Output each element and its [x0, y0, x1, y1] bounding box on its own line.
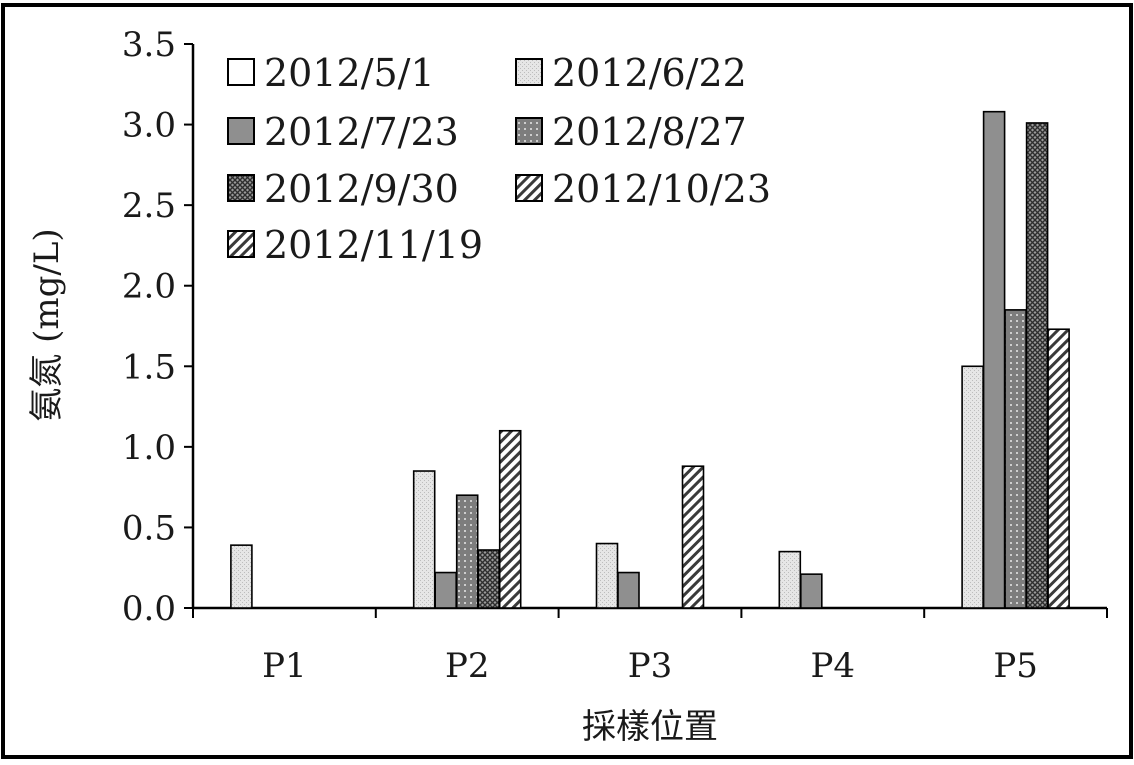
bar-p3-2012-11-19: [681, 465, 705, 609]
y-axis-title: 氨氮 (mg/L): [27, 228, 67, 421]
bar-p3-2012-6-22: [595, 542, 619, 609]
legend-label: 2012/9/30: [264, 167, 459, 211]
bar-p5-2012-7-23: [982, 110, 1006, 609]
bar-p2-2012-9-30: [477, 549, 501, 609]
legend-swatch: [515, 174, 543, 202]
bar-p2-2012-11-19: [498, 429, 522, 609]
x-tick-label: P5: [993, 646, 1038, 686]
y-tick-label: 1.5: [122, 347, 176, 387]
bar-p5-2012-11-19: [1047, 328, 1070, 609]
y-tick-label: 2.0: [122, 267, 176, 307]
y-tick-label: 2.5: [122, 186, 176, 226]
bar-p5-2012-6-22: [961, 365, 984, 609]
y-tick-label: 3.5: [122, 25, 176, 65]
x-axis-title: 採樣位置: [582, 707, 718, 747]
x-axis-ticks: P1 P2 P3 P4 P5: [192, 608, 1108, 686]
y-tick-label: 1.0: [122, 428, 176, 468]
legend-label: 2012/8/27: [552, 110, 747, 154]
legend-swatch: [227, 58, 255, 86]
y-tick-label: 3.0: [122, 106, 176, 146]
legend-label: 2012/7/23: [264, 110, 459, 154]
bar-p1-2012-6-22: [230, 544, 253, 609]
bar-p5-2012-9-30: [1025, 122, 1049, 609]
bar-p2-2012-7-23: [434, 571, 458, 609]
legend-swatch: [227, 174, 255, 202]
legend-swatch: [227, 230, 255, 258]
bar-p5-2012-8-27: [1004, 309, 1027, 609]
x-tick-label: P4: [811, 646, 856, 686]
outer-border: [1, 3, 1133, 759]
plot-area: [191, 44, 1107, 610]
x-tick-label: P2: [445, 646, 490, 686]
bar-p2-2012-8-27: [455, 494, 479, 609]
bar-p4-2012-6-22: [778, 550, 802, 609]
x-tick-label: P1: [262, 646, 307, 686]
y-axis-ticks: 0.0 0.5 1.0 1.5 2.0 2.5 3.0 3.5: [122, 25, 193, 629]
bar-p3-2012-7-23: [617, 571, 640, 609]
bar-p4-2012-7-23: [799, 573, 823, 609]
bar-p2-2012-6-22: [412, 470, 436, 609]
legend-label: 2012/5/1: [264, 51, 435, 95]
legend-swatch: [227, 117, 255, 145]
legend-label: 2012/11/19: [264, 223, 483, 267]
y-tick-label: 0.0: [122, 589, 176, 629]
legend-label: 2012/6/22: [552, 51, 747, 95]
legend: 2012/5/1 2012/6/22 2012/7/23 2012/8/27 2012/…: [227, 51, 771, 267]
y-tick-label: 0.5: [122, 508, 176, 548]
legend-label: 2012/10/23: [552, 167, 771, 211]
x-tick-label: P3: [628, 646, 673, 686]
legend-swatch: [515, 58, 543, 86]
legend-swatch: [515, 117, 543, 145]
